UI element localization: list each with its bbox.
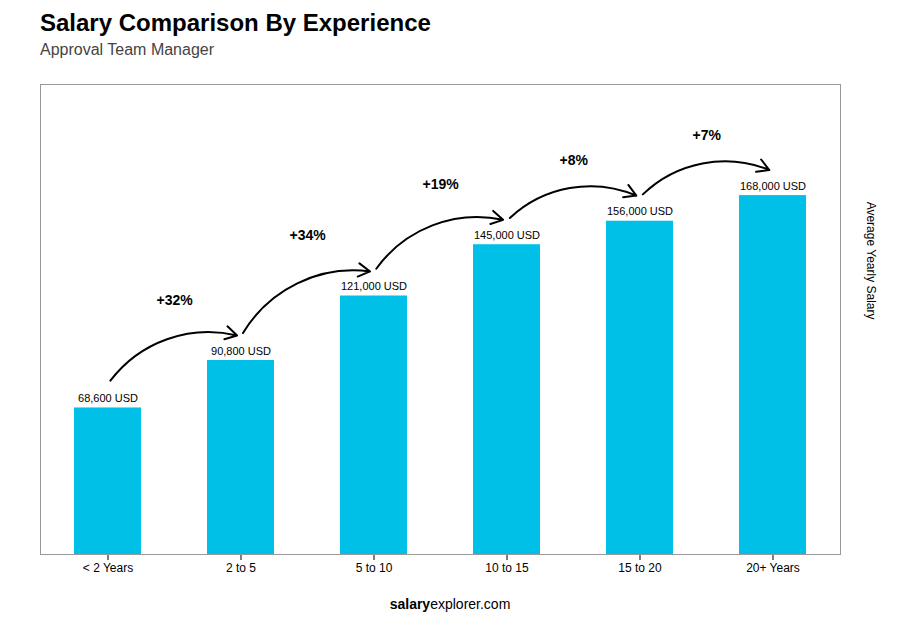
svg-text:Average Yearly Salary: Average Yearly Salary bbox=[864, 202, 878, 320]
svg-text:90,800 USD: 90,800 USD bbox=[211, 345, 271, 357]
svg-text:168,000 USD: 168,000 USD bbox=[740, 180, 806, 192]
svg-text:+7%: +7% bbox=[692, 127, 721, 143]
svg-text:20+ Years: 20+ Years bbox=[746, 561, 800, 575]
svg-text:145,000 USD: 145,000 USD bbox=[474, 229, 540, 241]
html-text:Salary Comparison By Experienc: Salary Comparison By Experience bbox=[40, 9, 431, 36]
svg-text:10 to 15: 10 to 15 bbox=[485, 561, 529, 575]
svg-text:156,000 USD: 156,000 USD bbox=[607, 205, 673, 217]
svg-text:+19%: +19% bbox=[423, 176, 460, 192]
svg-text:+8%: +8% bbox=[559, 152, 588, 168]
svg-text:+32%: +32% bbox=[157, 292, 194, 308]
html-text:salary explorer.com: salary explorer.com bbox=[389, 596, 511, 612]
svg-text:15 to 20: 15 to 20 bbox=[618, 561, 662, 575]
svg-text:+34%: +34% bbox=[290, 227, 327, 243]
svg-text:68,600 USD: 68,600 USD bbox=[78, 392, 138, 404]
svg-text:121,000 USD: 121,000 USD bbox=[341, 280, 407, 292]
svg-text:2 to 5: 2 to 5 bbox=[226, 561, 256, 575]
svg-text:5 to 10: 5 to 10 bbox=[356, 561, 393, 575]
html-text:Approval Team Manager: Approval Team Manager bbox=[40, 41, 214, 58]
svg-text:< 2 Years: < 2 Years bbox=[83, 561, 133, 575]
